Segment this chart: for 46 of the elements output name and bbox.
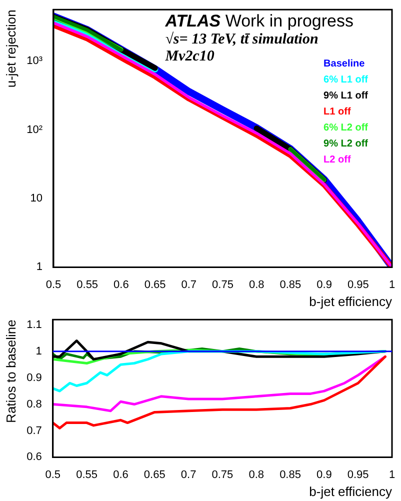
y-tick-label: 0.6 [26,451,42,464]
text: Baseline [324,58,366,70]
y-tick-label: 1 [36,261,42,274]
text: 9% L2 off [324,138,369,150]
x-axis-title: b-jet efficiency [309,484,392,499]
y-axis-title: u-jet rejection [3,10,18,88]
x-tick-label: 0.6 [114,278,129,291]
x-tick-label: 0.65 [144,278,166,291]
x-tick-label: 0.85 [280,278,302,291]
x-tick-label: 0.85 [280,468,301,481]
y-tick-label: 0.8 [26,398,42,410]
x-tick-label: 1 [388,468,396,481]
y-tick-label: 1 [36,345,42,358]
x-tick-label: 0.8 [248,468,264,481]
annotation: ATLAS Work in progress [164,12,354,31]
x-tick-label: 0.9 [316,468,332,481]
y-tick-label: 1.1 [26,318,42,331]
x-tick-label: 0.7 [181,278,197,291]
y-tick-label: 10³ [26,55,43,68]
text: 9% L1 off [324,90,369,102]
series-label: L2 off [324,154,352,166]
x-tick-label: 0.7 [180,468,196,481]
text: 6% L2 off [324,122,369,134]
y-axis-title: Ratios to baseline [3,320,18,423]
x-tick-label: 0.75 [212,278,234,291]
x-tick-label: 0.5 [46,278,62,291]
x-tick-label: 0.8 [248,278,264,291]
y-tick-label: 0.7 [26,424,42,437]
x-tick-label: 0.55 [76,278,98,291]
x-tick-label: 1 [388,278,396,291]
annotation: Mv2c10 [164,48,215,65]
x-tick-label: 0.95 [347,278,369,291]
annotation: √s= 13 TeV, tt̄ simulation [165,32,318,48]
x-tick-label: 0.9 [316,278,332,291]
text: 6% L1 off [324,74,369,86]
x-tick-label: 0.95 [347,468,369,481]
x-tick-label: 0.75 [212,468,234,481]
x-tick-label: 0.5 [45,468,61,481]
text: L1 off [324,106,352,118]
x-tick-label: 0.6 [113,468,128,481]
y-tick-label: 10² [26,124,43,136]
x-tick-label: 0.65 [144,468,166,481]
y-tick-label: 0.9 [26,372,42,384]
x-tick-label: 0.55 [76,468,98,481]
y-tick-label: 10 [30,192,42,205]
x-axis-title: b-jet efficiency [309,294,392,309]
